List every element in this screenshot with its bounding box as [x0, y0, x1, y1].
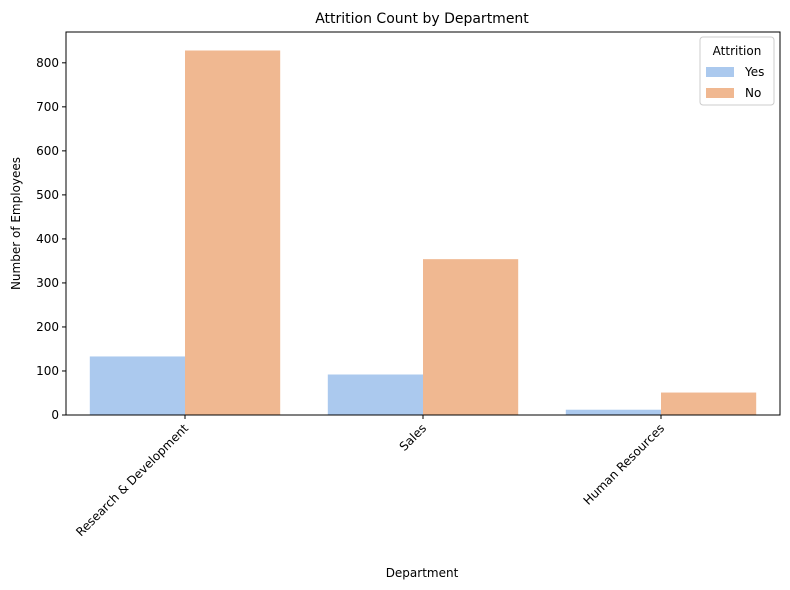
- y-tick-label: 100: [36, 364, 59, 378]
- bar-sales-no: [423, 259, 519, 415]
- x-tick-label-research-and-development: Research & Development: [73, 421, 191, 539]
- bar-human-resources-yes: [565, 409, 661, 415]
- bar-sales-yes: [327, 374, 423, 415]
- y-tick-label: 800: [36, 56, 59, 70]
- legend: Attrition Yes No: [699, 36, 775, 106]
- y-tick-label: 0: [51, 408, 59, 422]
- y-tick-label: 500: [36, 188, 59, 202]
- y-ticks-group: 0 100 200 300 400 500 600 700 800: [36, 56, 66, 422]
- y-tick-label: 600: [36, 144, 59, 158]
- x-ticks-group: Research & Development Sales Human Resourc…: [73, 415, 667, 539]
- x-axis-label: Department: [386, 566, 459, 580]
- bar-human-resources-no: [661, 392, 757, 415]
- plot-frame: [65, 31, 781, 416]
- y-tick-label: 200: [36, 320, 59, 334]
- x-tick-label-sales: Sales: [397, 421, 429, 453]
- y-tick-label: 400: [36, 232, 59, 246]
- chart-title: Attrition Count by Department: [315, 11, 529, 27]
- x-tick-label-human-resources: Human Resources: [581, 421, 668, 508]
- y-tick-label: 700: [36, 100, 59, 114]
- legend-label-no: No: [745, 86, 761, 100]
- legend-title: Attrition: [713, 44, 762, 58]
- bar-research-and-development-yes: [89, 356, 185, 415]
- bars-group: [89, 50, 757, 415]
- bar-research-and-development-no: [185, 50, 281, 415]
- y-tick-label: 300: [36, 276, 59, 290]
- y-axis-label: Number of Employees: [9, 157, 23, 290]
- legend-swatch-yes: [706, 67, 734, 77]
- legend-label-yes: Yes: [744, 65, 764, 79]
- legend-swatch-no: [706, 88, 734, 98]
